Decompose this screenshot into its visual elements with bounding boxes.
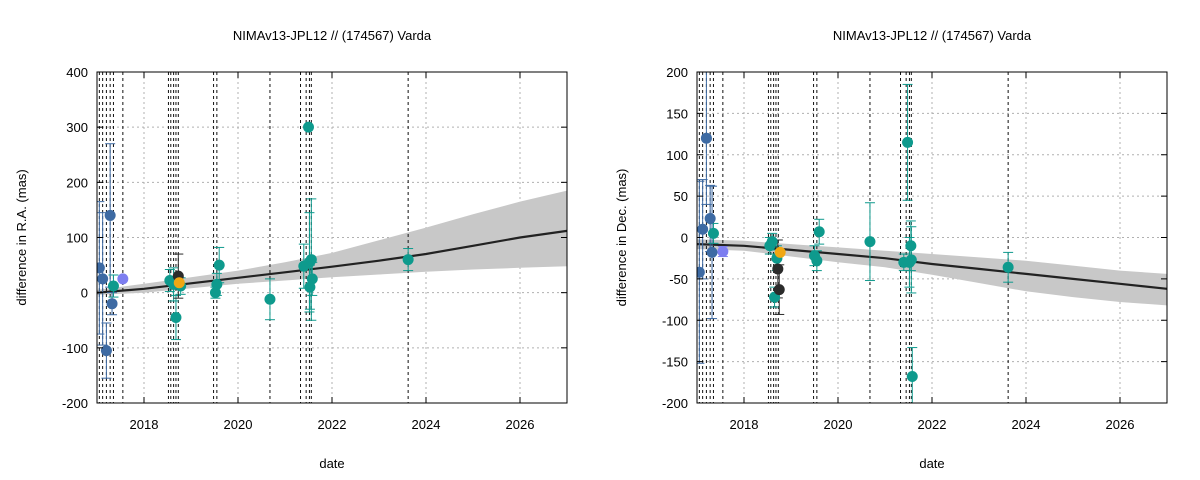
data-point — [305, 254, 317, 266]
data-point — [697, 266, 705, 278]
model-uncertainty-band — [97, 190, 567, 295]
data-point — [766, 236, 778, 248]
y-tick-label: 200 — [66, 175, 88, 190]
data-point — [211, 278, 223, 290]
x-tick-label: 2026 — [506, 417, 535, 432]
y-tick-label: -50 — [669, 272, 688, 287]
data-point — [209, 287, 221, 299]
data-point — [303, 121, 314, 133]
x-tick-label: 2018 — [130, 417, 159, 432]
y-tick-label: 400 — [66, 65, 88, 80]
y-tick-label: 0 — [81, 286, 88, 301]
data-point — [107, 280, 119, 292]
y-tick-label: -200 — [662, 396, 688, 411]
data-point — [304, 281, 316, 293]
data-point — [772, 263, 784, 275]
x-tick-label: 2022 — [318, 417, 347, 432]
y-tick-label: -200 — [62, 396, 88, 411]
data-point — [902, 136, 914, 148]
x-tick-label: 2020 — [224, 417, 253, 432]
y-tick-label: 50 — [674, 189, 688, 204]
plot-area — [97, 72, 567, 403]
y-tick-label: 0 — [681, 231, 688, 246]
data-point — [773, 284, 785, 296]
data-point — [97, 273, 109, 285]
y-axis-label: difference in Dec. (mas) — [614, 169, 629, 307]
y-tick-label: 200 — [666, 65, 688, 80]
data-point — [97, 262, 105, 274]
data-point — [173, 277, 185, 289]
data-point — [306, 273, 318, 285]
data-point — [697, 223, 709, 235]
data-point — [213, 259, 225, 271]
ra-residual-plot: NIMAv13-JPL12 // (174567) Varda -200 -100 0… — [14, 28, 568, 471]
data-point — [707, 227, 719, 239]
data-point — [717, 246, 729, 258]
plot-area — [697, 72, 1167, 403]
model-curve — [697, 243, 1167, 290]
y-tick-label: -100 — [62, 341, 88, 356]
dec-residual-chart: NIMAv13-JPL12 // (174567) Varda -200 -150 -… — [600, 0, 1200, 480]
y-tick-label: 100 — [66, 231, 88, 246]
x-tick-label: 2024 — [1012, 417, 1041, 432]
data-point — [1002, 261, 1014, 273]
y-tick-label: 150 — [666, 106, 688, 121]
x-tick-label: 2022 — [918, 417, 947, 432]
data-point — [402, 254, 414, 266]
y-tick-label: -100 — [662, 313, 688, 328]
data-point — [864, 236, 876, 248]
y-axis-label: difference in R.A. (mas) — [14, 169, 29, 305]
data-point — [106, 298, 118, 310]
data-point — [104, 209, 116, 221]
y-tick-label: -150 — [662, 355, 688, 370]
data-point — [706, 246, 718, 258]
x-tick-label: 2026 — [1106, 417, 1135, 432]
data-point — [704, 212, 716, 224]
data-point — [774, 246, 786, 258]
x-tick-label: 2024 — [412, 417, 441, 432]
y-tick-label: 100 — [666, 148, 688, 163]
y-tick-label: 300 — [66, 120, 88, 135]
data-point — [906, 371, 918, 383]
ra-residual-chart: NIMAv13-JPL12 // (174567) Varda -200 -100 0… — [14, 28, 568, 471]
data-point — [905, 254, 917, 266]
data-point — [811, 255, 823, 267]
data-point — [905, 240, 917, 252]
x-axis-label: date — [919, 456, 944, 471]
data-point — [170, 311, 182, 323]
chart-title: NIMAv13-JPL12 // (174567) Varda — [233, 28, 432, 43]
data-point — [264, 293, 276, 305]
chart-title: NIMAv13-JPL12 // (174567) Varda — [833, 28, 1032, 43]
x-tick-label: 2018 — [730, 417, 759, 432]
data-point — [117, 273, 129, 285]
data-point — [100, 345, 112, 357]
dec-residual-plot: NIMAv13-JPL12 // (174567) Varda -200 -150 -… — [614, 28, 1168, 471]
data-point — [700, 132, 712, 144]
data-point — [813, 226, 825, 238]
x-axis-label: date — [319, 456, 344, 471]
x-tick-label: 2020 — [824, 417, 853, 432]
